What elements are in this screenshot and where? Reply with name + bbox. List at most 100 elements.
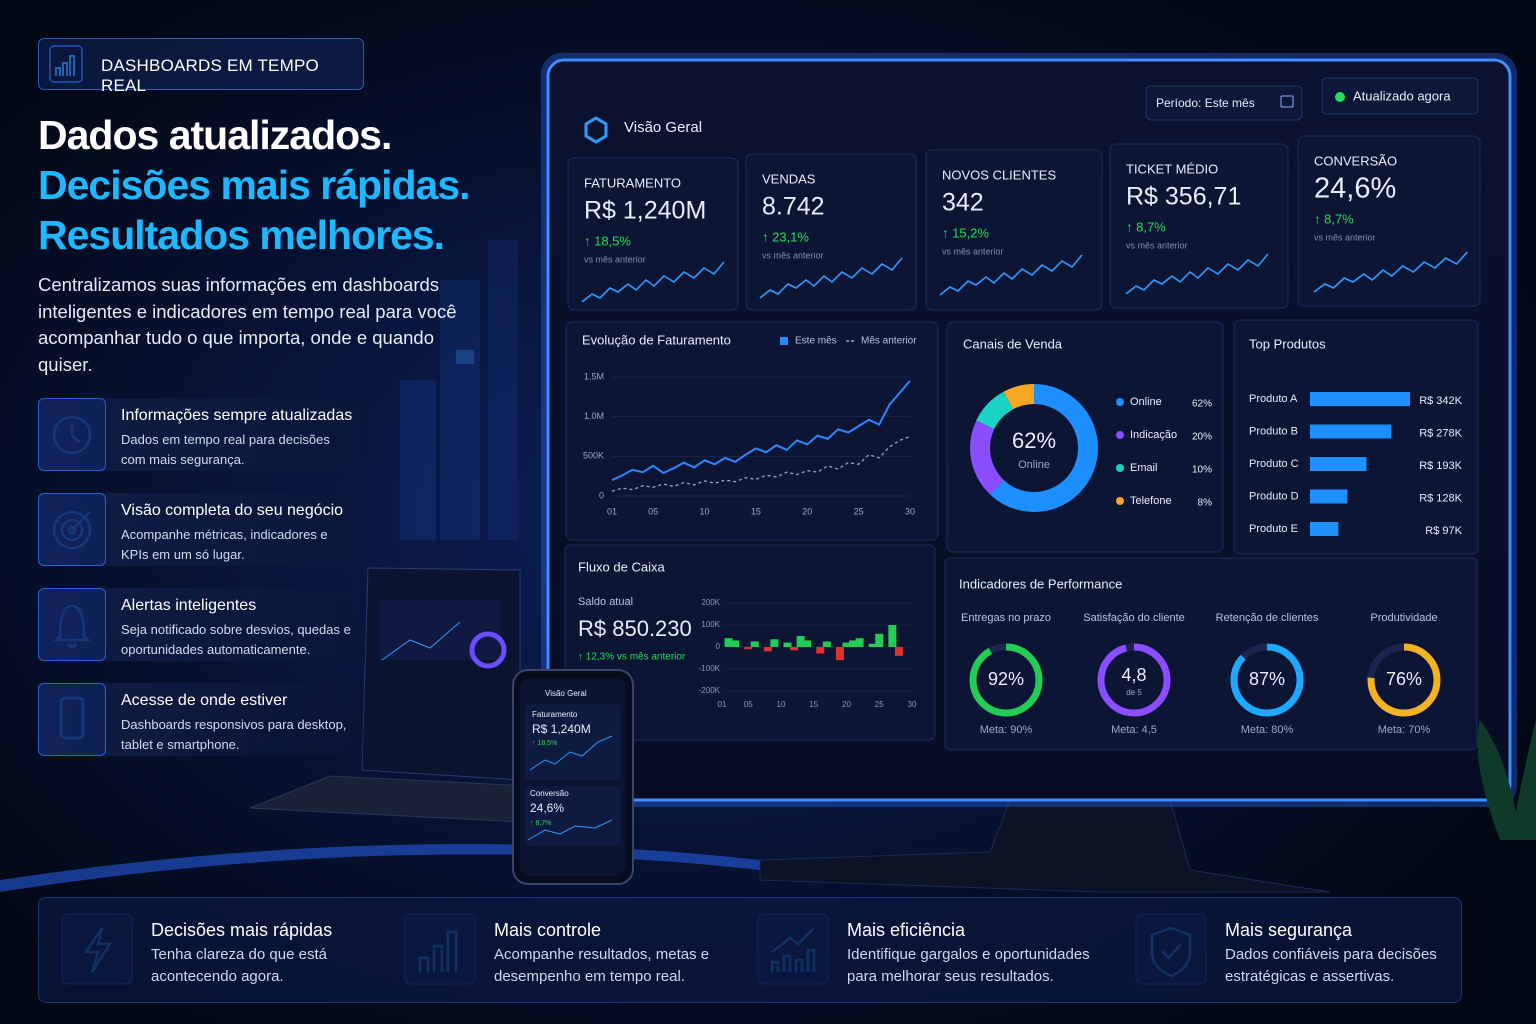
ring-value: 4,8: [1121, 665, 1146, 685]
plant: [1477, 720, 1536, 840]
legend-label: Online: [1130, 396, 1162, 408]
legend-label: Mês anterior: [861, 336, 917, 347]
y-tick-label: -100K: [699, 664, 721, 673]
x-tick-label: 20: [842, 700, 851, 709]
kpi-change: ↑ 18,5%: [584, 233, 631, 248]
x-tick-label: 01: [718, 700, 727, 709]
kpi-label: Retenção de clientes: [1216, 612, 1319, 624]
legend-dot: [1116, 398, 1124, 406]
benefit-text: Acompanhe resultados, metas e desempenho…: [494, 946, 710, 985]
bar: [763, 647, 772, 652]
bar-label: Produto E: [1249, 523, 1298, 535]
line-series: [611, 380, 911, 482]
legend-dot: [1116, 464, 1124, 472]
phone-kpi-change: ↑ 18,5%: [532, 740, 557, 747]
feature-title: Informações sempre atualizadas: [121, 407, 353, 424]
legend-dot: [1116, 497, 1124, 505]
legend-label: Telefone: [1130, 495, 1172, 507]
bar: [835, 647, 844, 661]
bar: [875, 633, 884, 647]
monitor-glow: [541, 53, 1517, 807]
legend-label: Indicação: [1130, 429, 1177, 441]
bar: [1310, 424, 1392, 439]
bar: [822, 641, 831, 647]
value-label: 8%: [1198, 498, 1213, 509]
chart-title: Evolução de Faturamento: [582, 332, 731, 347]
y-tick-label: 0: [599, 490, 604, 500]
bar: [894, 647, 903, 656]
y-tick-label: 1.0M: [584, 411, 604, 421]
headline: Dados atualizados.: [38, 112, 392, 158]
bar: [731, 640, 740, 647]
value-label: 62%: [1192, 399, 1212, 410]
bar: [783, 642, 792, 647]
status-dot: [1335, 92, 1345, 102]
x-tick-label: 10: [699, 506, 709, 516]
benefit-title: Decisões mais rápidas: [151, 920, 333, 940]
kpi-note: vs mês anterior: [1126, 240, 1188, 250]
phone-kpi-label: Faturamento: [532, 710, 578, 719]
y-tick-label: 1.5M: [584, 371, 604, 381]
feature-icon-box: [38, 588, 106, 661]
x-tick-label: 01: [607, 506, 617, 516]
legend-dot: [1116, 431, 1124, 439]
chart-title: Top Produtos: [1249, 336, 1326, 351]
period-select[interactable]: [1145, 85, 1303, 121]
x-tick-label: 05: [648, 506, 658, 516]
feature-card: Alertas inteligentes Seja notificado sobr…: [38, 588, 366, 661]
feature-text: Dados em tempo real para decisões com ma…: [121, 432, 330, 467]
balance: R$ 850.230: [578, 616, 692, 641]
kpi-note: vs mês anterior: [1314, 232, 1376, 242]
y-tick-label: 200K: [701, 598, 720, 607]
chart-title: Canais de Venda: [963, 336, 1063, 351]
feature-text: Dashboards responsivos para desktop, tab…: [121, 717, 347, 752]
feature-icon-box: [38, 683, 106, 756]
bar: [868, 643, 877, 647]
kpi-value: R$ 356,71: [1126, 183, 1241, 211]
ring-max: de 5: [1126, 688, 1142, 697]
donut-center-label: Online: [1018, 459, 1050, 471]
x-tick-label: 15: [809, 700, 818, 709]
bar: [888, 625, 897, 647]
target: Meta: 4,5: [1111, 724, 1157, 736]
target: Meta: 80%: [1241, 724, 1294, 736]
kpi-change: ↑ 8,7%: [1314, 211, 1354, 226]
feature-title: Visão completa do seu negócio: [121, 502, 344, 519]
kpi-label: Produtividade: [1370, 612, 1437, 624]
kpi-change: ↑ 8,7%: [1126, 219, 1166, 234]
phone: Visão Geral Faturamento R$ 1,240M ↑ 18,5…: [512, 669, 634, 885]
kpi-change: ↑ 23,1%: [762, 229, 809, 244]
legend-label: Este mês: [795, 336, 837, 347]
balance-label: Saldo atual: [578, 596, 633, 608]
bar: [770, 639, 779, 647]
bar-label: Produto D: [1249, 490, 1299, 502]
benefit-text: Dados confiáveis para decisões estratégi…: [1225, 946, 1437, 985]
target: Meta: 90%: [980, 724, 1033, 736]
badge: DASHBOARDS EM TEMPO REAL: [38, 38, 364, 95]
ring-value: 76%: [1386, 669, 1422, 689]
legend-label: Email: [1130, 462, 1158, 474]
dashboard-title: Visão Geral: [624, 119, 702, 136]
kpi-label: CONVERSÃO: [1314, 153, 1397, 168]
laptop: [249, 567, 531, 823]
benefit-title: Mais controle: [494, 920, 602, 940]
bar: [790, 647, 799, 651]
feature-icon-box: [38, 398, 106, 471]
x-tick-label: 05: [744, 700, 753, 709]
legend-swatch: [780, 337, 788, 345]
bar-label: Produto C: [1249, 458, 1299, 470]
bar: [842, 642, 851, 647]
bar: [750, 641, 759, 647]
kpi-label: NOVOS CLIENTES: [942, 167, 1056, 182]
bar-label: Produto B: [1249, 425, 1298, 437]
kpi-note: vs mês anterior: [762, 250, 824, 260]
y-tick-label: 500K: [583, 451, 604, 461]
kpi-value: 24,6%: [1314, 173, 1396, 205]
x-tick-label: 15: [751, 506, 761, 516]
headline: Resultados melhores.: [38, 212, 445, 258]
phone-kpi-value: 24,6%: [530, 801, 564, 815]
ring: [1097, 643, 1171, 717]
ring: [1367, 643, 1441, 717]
